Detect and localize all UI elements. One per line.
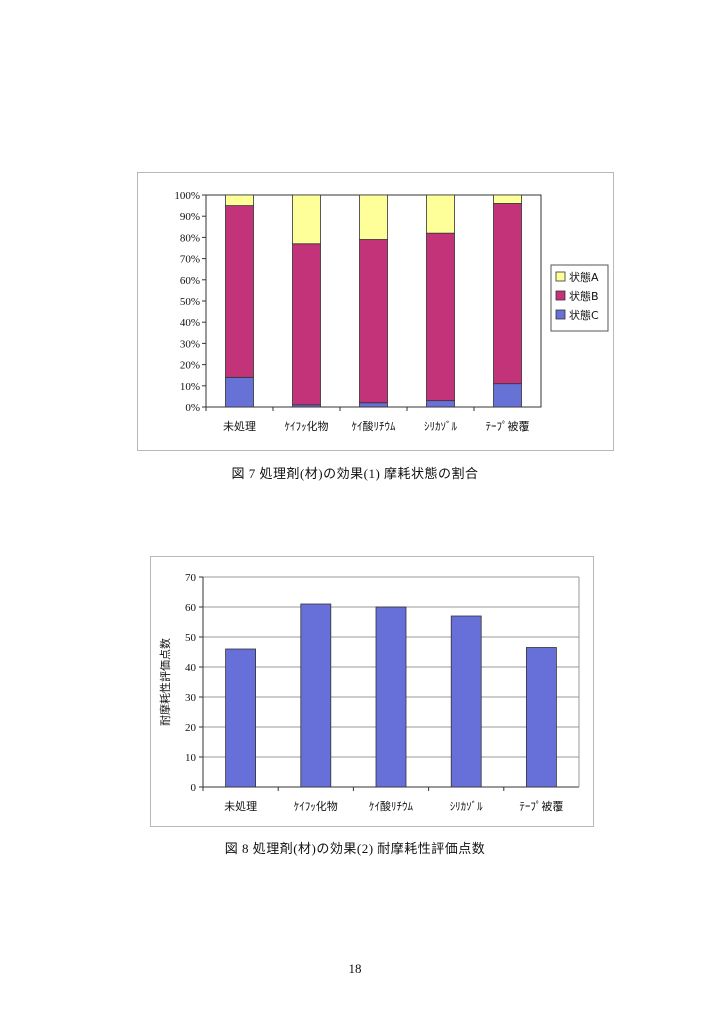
x-category-label: ｹｲ酸ﾘﾁｳﾑ: [352, 419, 396, 433]
y-tick-label: 20: [185, 722, 197, 734]
bar: [225, 648, 256, 788]
bar-segment: [292, 243, 321, 406]
x-category-label: ｼﾘｶｿﾞﾙ: [424, 420, 457, 433]
x-category-label: 未処理: [224, 800, 257, 813]
figure-8-caption: 図 8 処理剤(材)の効果(2) 耐摩耗性評価点数: [224, 841, 486, 856]
legend-swatch: [555, 309, 566, 320]
y-tick-label: 0%: [185, 402, 200, 414]
bar-segment: [225, 205, 254, 378]
x-category-label: ｹｲ酸ﾘﾁｳﾑ: [369, 799, 413, 813]
y-axis-title: 耐摩耗性評価点数: [158, 638, 172, 726]
y-tick-label: 40: [185, 662, 197, 674]
y-tick-label: 0: [191, 782, 197, 794]
x-category-label: ｼﾘｶｿﾞﾙ: [450, 800, 483, 813]
y-tick-label: 50%: [180, 296, 200, 308]
legend-label: 状態B: [569, 289, 599, 303]
chart-7-frame: 0% 10% 20% 30% 40% 50% 60% 70% 80% 90% 100% 未処理 ｹｲﾌｯ…: [137, 172, 614, 451]
x-category-label: ﾃｰﾌﾟ被覆: [519, 800, 563, 813]
legend-label: 状態A: [569, 270, 599, 284]
bar-segment: [493, 383, 522, 408]
bar-segment: [426, 400, 455, 408]
bar: [450, 615, 482, 788]
y-tick-label: 30%: [180, 338, 200, 350]
bar-segment: [292, 194, 321, 245]
chart-8-frame: 0 10 20 30 40 50 60 70 耐摩耗性評価点数未処理 ｹｲﾌｯ化物 ｹｲ酸ﾘﾁｳﾑ ｼ…: [150, 556, 594, 827]
y-tick-label: 50: [185, 632, 197, 644]
y-tick-label: 60%: [180, 275, 200, 287]
y-tick-label: 20%: [180, 360, 200, 372]
x-category-label: ｹｲﾌｯ化物: [285, 419, 329, 433]
legend-label: 状態C: [569, 308, 599, 322]
legend-swatch: [555, 290, 566, 301]
bar-segment: [493, 203, 522, 385]
bar-segment: [493, 194, 522, 204]
bar: [300, 603, 332, 788]
y-tick-label: 60: [185, 602, 197, 614]
bar-segment: [359, 402, 388, 408]
y-tick-label: 90%: [180, 211, 200, 223]
y-tick-label: 100%: [174, 190, 200, 202]
bar: [375, 606, 407, 788]
x-category-label: ﾃｰﾌﾟ被覆: [486, 420, 530, 433]
bar-segment: [359, 239, 388, 404]
legend-swatch: [555, 271, 566, 282]
y-tick-label: 10%: [180, 381, 200, 393]
y-tick-label: 70: [185, 572, 197, 584]
y-tick-label: 40%: [180, 317, 200, 329]
bar-segment: [225, 194, 254, 207]
y-tick-label: 10: [185, 752, 197, 764]
bar: [525, 647, 557, 788]
x-category-label: ｹｲﾌｯ化物: [294, 799, 338, 813]
bar-segment: [426, 194, 455, 234]
y-tick-label: 30: [185, 692, 197, 704]
x-category-label: 未処理: [223, 420, 256, 433]
bar-segment: [426, 232, 455, 402]
y-tick-label: 80%: [180, 232, 200, 244]
figure-7-caption: 図 7 処理剤(材)の効果(1) 摩耗状態の割合: [231, 466, 479, 481]
y-tick-label: 70%: [180, 254, 200, 266]
bar-segment: [225, 376, 254, 408]
chart-7-svg: 0% 10% 20% 30% 40% 50% 60% 70% 80% 90% 100% 未処理 ｹｲﾌｯ…: [174, 190, 609, 433]
bar-segment: [359, 194, 388, 240]
page-number: 18: [348, 961, 362, 976]
